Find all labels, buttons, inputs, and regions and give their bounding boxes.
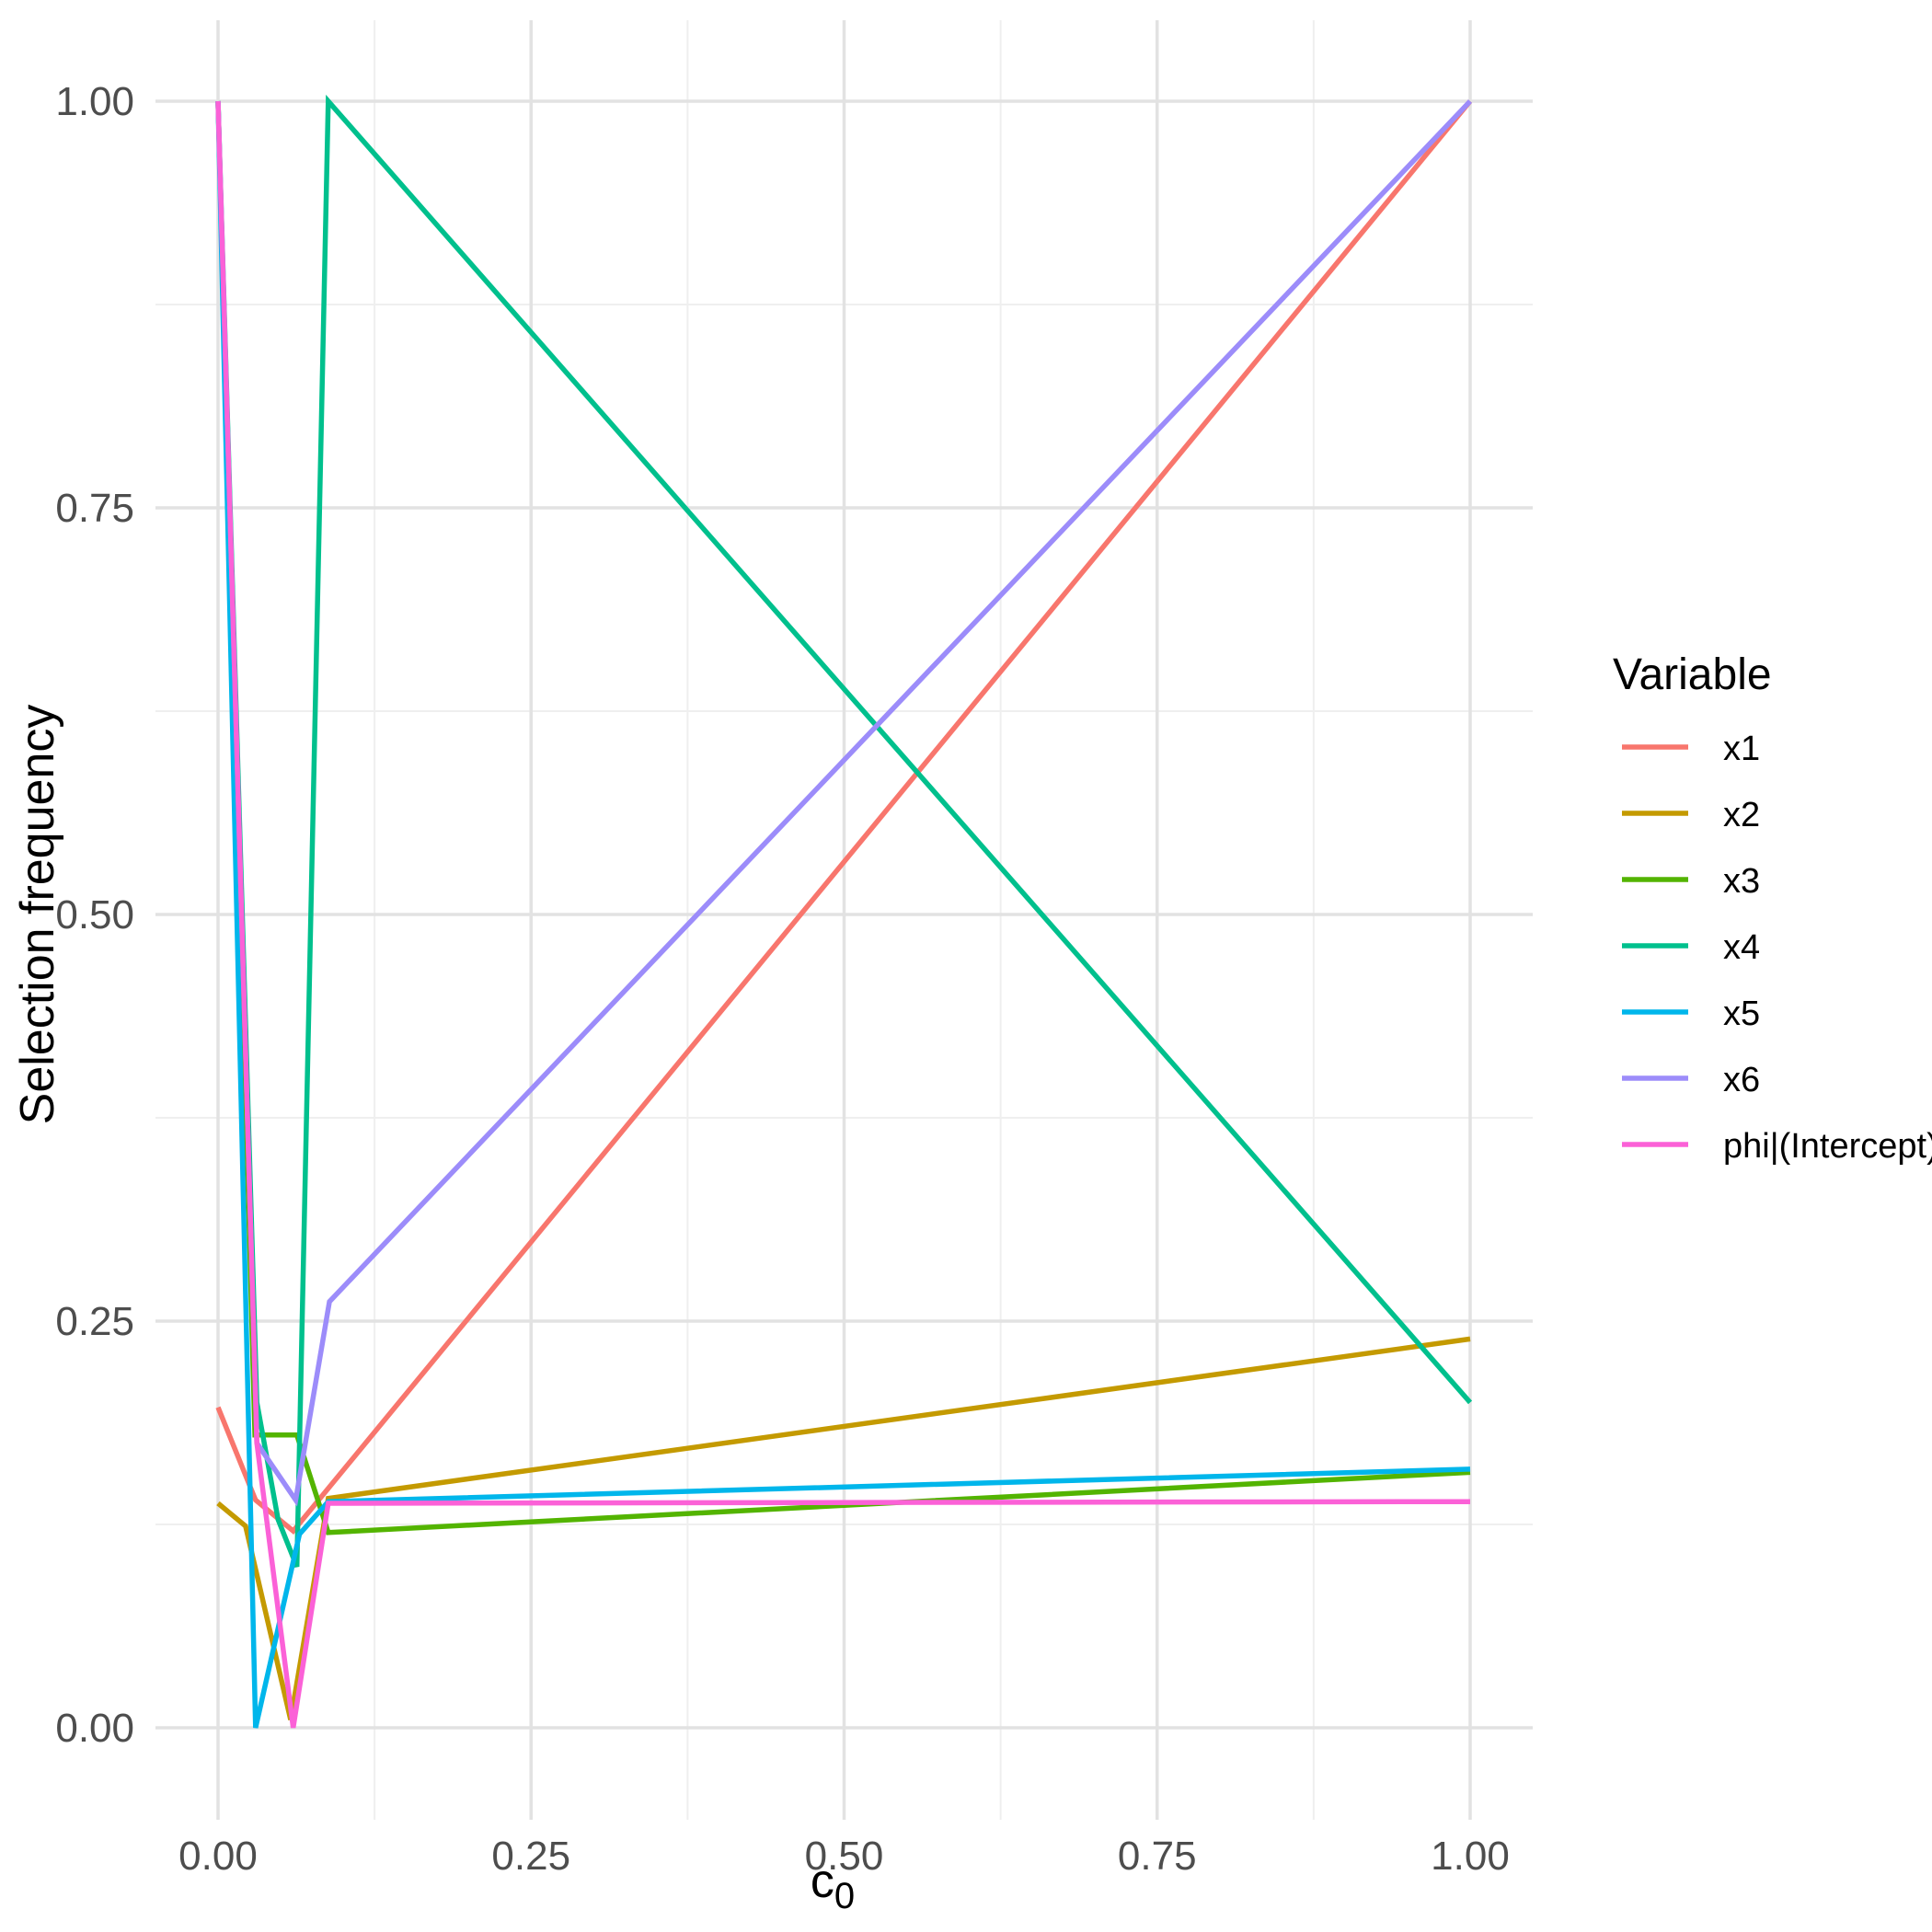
legend-item-x1: x1: [1622, 730, 1760, 768]
y-tick-label: 0.50: [55, 892, 134, 937]
series-line-x5: [215, 100, 1471, 1729]
series-line-phi|(Intercept): [215, 100, 1471, 1729]
legend-label: x6: [1723, 1061, 1760, 1099]
legend-item-phi|(Intercept): phi|(Intercept): [1622, 1127, 1932, 1166]
legend-item-x5: x5: [1622, 995, 1760, 1033]
legend-label: x5: [1723, 995, 1760, 1033]
y-tick-label: 1.00: [55, 79, 134, 124]
legend-item-x6: x6: [1622, 1061, 1760, 1099]
x-tick-label: 1.00: [1431, 1834, 1510, 1879]
y-tick-label: 0.00: [55, 1706, 134, 1751]
legend-item-x3: x3: [1622, 862, 1760, 901]
series-lines: [215, 94, 1473, 1729]
series-line-x1: [215, 99, 1473, 1535]
legend-label: x2: [1723, 796, 1760, 834]
y-tick-label: 0.25: [55, 1299, 134, 1344]
y-tick-label: 0.75: [55, 486, 134, 531]
x-tick-label: 0.25: [491, 1834, 570, 1879]
y-axis-tick-labels: 0.00 0.25 0.50 0.75 1.00: [55, 79, 134, 1751]
legend-label: x3: [1723, 862, 1760, 901]
x-axis-title: c0: [811, 1855, 855, 1916]
y-axis-title: Selection frequency: [11, 705, 64, 1125]
legend-items: x1 x2 x3 x4 x5 x6 phi|(Intercept): [1622, 730, 1932, 1166]
gridlines-major: [155, 20, 1533, 1820]
x-tick-label: 0.00: [178, 1834, 258, 1879]
x-tick-label: 0.50: [805, 1834, 884, 1879]
legend-label: phi|(Intercept): [1723, 1127, 1932, 1166]
x-tick-label: 0.75: [1118, 1834, 1197, 1879]
legend-title: Variable: [1613, 650, 1772, 699]
legend-item-x2: x2: [1622, 796, 1760, 834]
x-axis-tick-labels: 0.00 0.25 0.50 0.75 1.00: [178, 1834, 1510, 1879]
legend-label: x1: [1723, 730, 1760, 768]
legend: Variable x1 x2 x3 x4 x5 x6 phi|(Intercept): [1613, 650, 1932, 1166]
legend-label: x4: [1723, 928, 1760, 967]
legend-item-x4: x4: [1622, 928, 1760, 967]
